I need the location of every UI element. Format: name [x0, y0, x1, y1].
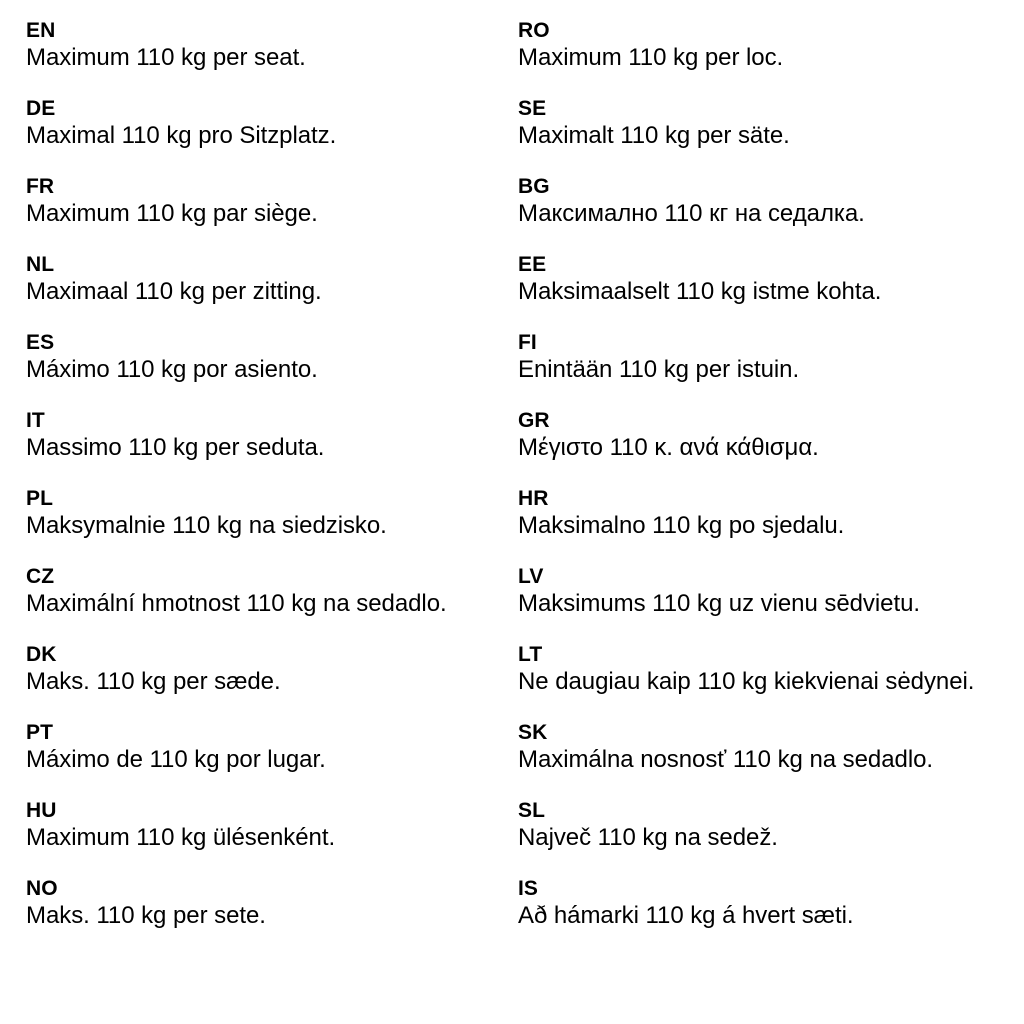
list-item: FR Maximum 110 kg par siège. [26, 174, 518, 252]
language-statement: Að hámarki 110 kg á hvert sæti. [518, 902, 854, 929]
language-statement: Maksimalno 110 kg po sjedalu. [518, 512, 845, 539]
list-item: PL Maksymalnie 110 kg na siedzisko. [26, 486, 518, 564]
left-column: EN Maximum 110 kg per seat. DE Maximal 1… [26, 18, 518, 954]
list-item: EE Maksimaalselt 110 kg istme kohta. [518, 252, 1010, 330]
language-code: FR [26, 175, 55, 198]
list-item: HU Maximum 110 kg ülésenként. [26, 798, 518, 876]
language-statement: Maximálna nosnosť 110 kg na sedadlo. [518, 746, 934, 773]
language-statement: Maximální hmotnost 110 kg na sedadlo. [26, 590, 447, 617]
language-code: BG [518, 175, 550, 198]
list-item: LT Ne daugiau kaip 110 kg kiekvienai sėd… [518, 642, 1010, 720]
language-statement: Maximaal 110 kg per zitting. [26, 278, 322, 305]
language-statement: Ne daugiau kaip 110 kg kiekvienai sėdyne… [518, 668, 975, 695]
language-statement: Enintään 110 kg per istuin. [518, 356, 800, 383]
language-statement: Maximum 110 kg per loc. [518, 44, 784, 71]
language-code: HR [518, 487, 549, 510]
language-statement: Največ 110 kg na sedež. [518, 824, 778, 851]
list-item: DE Maximal 110 kg pro Sitzplatz. [26, 96, 518, 174]
list-item: SE Maximalt 110 kg per säte. [518, 96, 1010, 174]
language-code: EE [518, 253, 547, 276]
language-code: LV [518, 565, 544, 588]
language-statement: Massimo 110 kg per seduta. [26, 434, 325, 461]
language-statement: Maximum 110 kg ülésenként. [26, 824, 336, 851]
list-item: NL Maximaal 110 kg per zitting. [26, 252, 518, 330]
language-statement: Μέγιστο 110 κ. ανά κάθισμα. [518, 434, 819, 461]
language-code: DK [26, 643, 57, 666]
language-statement: Maks. 110 kg per sete. [26, 902, 266, 929]
language-code: GR [518, 409, 550, 432]
list-item: CZ Maximální hmotnost 110 kg na sedadlo. [26, 564, 518, 642]
language-statement: Maximalt 110 kg per säte. [518, 122, 790, 149]
language-statement: Maks. 110 kg per sæde. [26, 668, 281, 695]
language-statement: Máximo de 110 kg por lugar. [26, 746, 326, 773]
language-code: FI [518, 331, 537, 354]
list-item: EN Maximum 110 kg per seat. [26, 18, 518, 96]
language-code: IT [26, 409, 45, 432]
language-statement: Máximo 110 kg por asiento. [26, 356, 318, 383]
language-code: RO [518, 19, 550, 42]
language-statement: Максимално 110 кг на седалка. [518, 200, 865, 227]
list-item: SK Maximálna nosnosť 110 kg na sedadlo. [518, 720, 1010, 798]
list-item: LV Maksimums 110 kg uz vienu sēdvietu. [518, 564, 1010, 642]
list-item: DK Maks. 110 kg per sæde. [26, 642, 518, 720]
language-code: PT [26, 721, 54, 744]
right-column: RO Maximum 110 kg per loc. SE Maximalt 1… [518, 18, 1010, 954]
list-item: PT Máximo de 110 kg por lugar. [26, 720, 518, 798]
language-code: SE [518, 97, 547, 120]
language-code: SL [518, 799, 546, 822]
language-code: LT [518, 643, 543, 666]
language-code: DE [26, 97, 56, 120]
language-code: NL [26, 253, 55, 276]
list-item: NO Maks. 110 kg per sete. [26, 876, 518, 954]
language-code: HU [26, 799, 57, 822]
language-code: EN [26, 19, 56, 42]
language-statement: Maximum 110 kg par siège. [26, 200, 318, 227]
language-statement: Maksimums 110 kg uz vienu sēdvietu. [518, 590, 920, 617]
list-item: HR Maksimalno 110 kg po sjedalu. [518, 486, 1010, 564]
list-item: IS Að hámarki 110 kg á hvert sæti. [518, 876, 1010, 954]
language-code: CZ [26, 565, 55, 588]
list-item: BG Максимално 110 кг на седалка. [518, 174, 1010, 252]
list-item: SL Največ 110 kg na sedež. [518, 798, 1010, 876]
language-code: PL [26, 487, 54, 510]
language-code: ES [26, 331, 55, 354]
list-item: RO Maximum 110 kg per loc. [518, 18, 1010, 96]
list-item: ES Máximo 110 kg por asiento. [26, 330, 518, 408]
list-item: FI Enintään 110 kg per istuin. [518, 330, 1010, 408]
language-code: SK [518, 721, 548, 744]
language-statement: Maximum 110 kg per seat. [26, 44, 306, 71]
language-statement: Maksymalnie 110 kg na siedzisko. [26, 512, 387, 539]
language-code: NO [26, 877, 58, 900]
language-code: IS [518, 877, 539, 900]
language-statement: Maximal 110 kg pro Sitzplatz. [26, 122, 337, 149]
notice-columns: EN Maximum 110 kg per seat. DE Maximal 1… [26, 18, 1008, 954]
list-item: IT Massimo 110 kg per seduta. [26, 408, 518, 486]
list-item: GR Μέγιστο 110 κ. ανά κάθισμα. [518, 408, 1010, 486]
language-statement: Maksimaalselt 110 kg istme kohta. [518, 278, 882, 305]
